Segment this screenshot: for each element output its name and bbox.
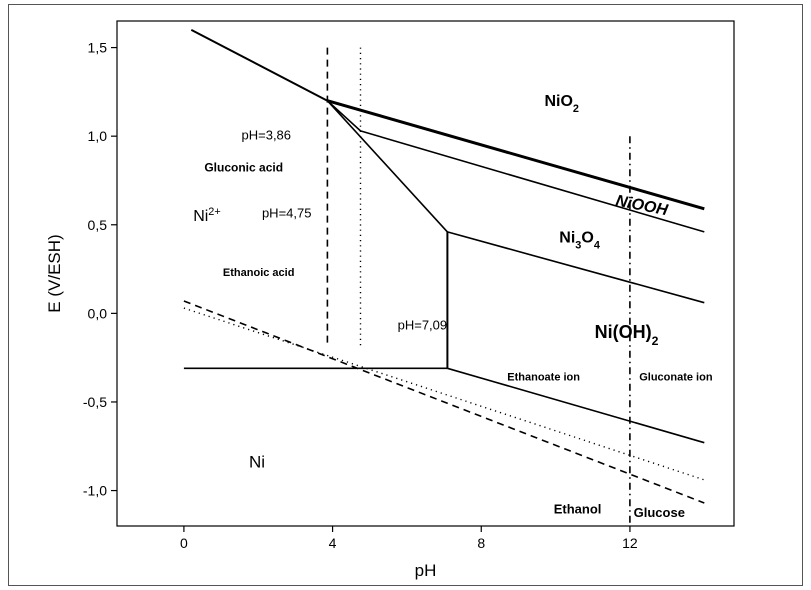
axis-ticks: 0 4 8 12 1,5 1,0 0,5 0,0 -0,5 -1,0 [83, 40, 638, 551]
label-gluconic-acid: Gluconic acid [204, 161, 283, 175]
label-ni3o4: Ni3O4 [559, 229, 600, 251]
y-tick-label: 1,0 [88, 128, 108, 144]
y-tick-label: 0,0 [88, 305, 108, 321]
boundary-line-8 [447, 367, 705, 444]
label-gluconate-ion: Gluconate ion [639, 372, 713, 384]
label-ni: Ni [249, 453, 265, 472]
y-tick-label: 1,5 [88, 40, 108, 56]
label-ethanoic-acid: Ethanoic acid [223, 267, 295, 279]
data-lines [183, 29, 705, 526]
x-tick-label: 12 [622, 535, 638, 551]
label-ph-709: pH=7,09 [398, 317, 448, 332]
label-nioh2: Ni(OH)2 [595, 322, 659, 348]
boundary-line-5 [447, 231, 705, 304]
boundary-line-1 [190, 29, 328, 102]
label-ethanol: Ethanol [554, 502, 602, 517]
y-tick-label: -1,0 [83, 483, 107, 499]
x-tick-label: 0 [180, 535, 188, 551]
figure-frame [8, 4, 803, 586]
boundary-line-2 [326, 99, 705, 211]
y-tick-label: -0,5 [83, 394, 107, 410]
y-tick-label: 0,5 [88, 217, 108, 233]
boundary-line-4 [326, 100, 448, 233]
y-axis-label: E (V/ESH) [45, 234, 64, 312]
label-ethanoate-ion: Ethanoate ion [507, 372, 580, 384]
x-tick-label: 8 [477, 535, 485, 551]
label-glucose: Glucose [634, 505, 685, 520]
x-tick-label: 4 [329, 535, 337, 551]
boundary-line-9 [183, 300, 705, 504]
label-nio2: NiO2 [544, 93, 579, 115]
label-ni2plus: Ni2+ [193, 206, 221, 225]
plot-area [116, 20, 735, 527]
label-ph-475: pH=4,75 [262, 206, 312, 221]
x-axis-label: pH [415, 561, 437, 580]
label-ph-386: pH=3,86 [242, 128, 292, 143]
